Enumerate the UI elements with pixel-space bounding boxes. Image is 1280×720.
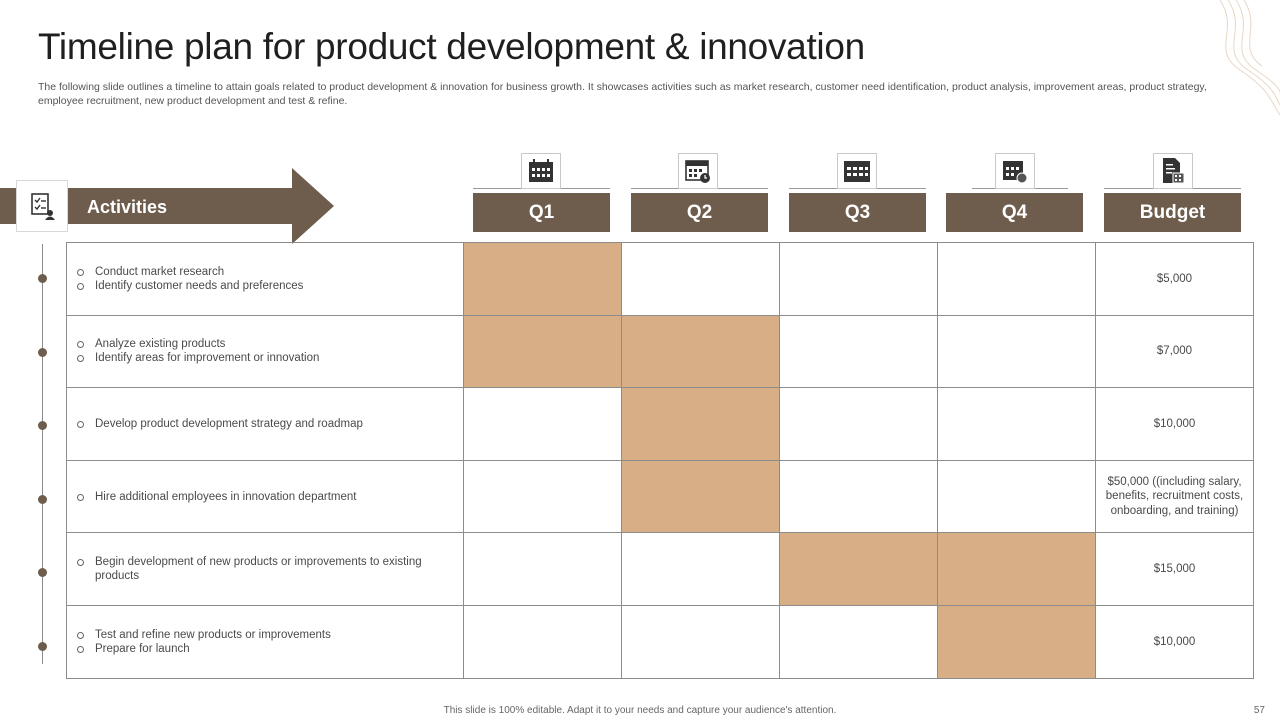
budget-document-icon: [1153, 153, 1193, 189]
page-title: Timeline plan for product development & …: [38, 26, 865, 67]
header-q3: Q3: [789, 193, 926, 232]
timeline-line: [42, 244, 43, 664]
timeline-dot: [38, 347, 47, 357]
quarter-cell-q4: [937, 242, 1096, 316]
calendar-icon: [837, 153, 877, 189]
table-row: Hire additional employees in innovation …: [66, 459, 1254, 534]
table-row: Analyze existing products Identify areas …: [66, 314, 1254, 389]
page-number: 57: [1253, 705, 1265, 716]
activity-item: Identify customer needs and preferences: [77, 279, 463, 293]
quarter-cell-q3: [779, 459, 938, 534]
timeline-dot: [38, 421, 47, 431]
activity-list: Conduct market research Identify customer…: [77, 265, 463, 293]
activity-item: Hire additional employees in innovation …: [77, 490, 463, 504]
calendar-alert-icon: [995, 153, 1035, 189]
calendar-icon: [521, 153, 561, 189]
budget-cell: $15,000: [1095, 532, 1254, 606]
activity-cell: Develop product development strategy and…: [66, 387, 464, 461]
table-row: Begin development of new products or imp…: [66, 532, 1254, 606]
activities-checklist-icon: [16, 180, 68, 232]
timeline-dot: [38, 568, 47, 578]
quarter-cell-q1: [463, 387, 622, 461]
activity-item: Analyze existing products: [77, 337, 463, 351]
activity-list: Begin development of new products or imp…: [77, 555, 463, 583]
activities-arrow: [0, 168, 334, 244]
timeline-dot: [38, 494, 47, 504]
header-q2: Q2: [631, 193, 768, 232]
quarter-cell-q4: [937, 459, 1096, 534]
activity-cell: Conduct market research Identify customer…: [66, 242, 464, 316]
quarter-cell-q1: [463, 532, 622, 606]
quarter-cell-q4: [937, 532, 1096, 606]
activities-label: Activities: [87, 197, 168, 217]
quarter-cell-q4: [937, 604, 1096, 679]
header-budget: Budget: [1104, 193, 1241, 232]
timeline-dot: [38, 274, 47, 283]
quarter-cell-q3: [779, 387, 938, 461]
footer-note: This slide is 100% editable. Adapt it to…: [443, 705, 837, 716]
quarter-cell-q2: [621, 314, 780, 389]
activity-cell: Test and refine new products or improvem…: [66, 604, 464, 679]
quarter-cell-q2: [621, 387, 780, 461]
quarter-cell-q3: [779, 604, 938, 679]
header-q1: Q1: [473, 193, 610, 232]
activity-item: Identify areas for improvement or innova…: [77, 351, 463, 365]
activity-item: Develop product development strategy and…: [77, 417, 463, 431]
calendar-clock-icon: [678, 153, 718, 189]
activity-cell: Analyze existing products Identify areas …: [66, 314, 464, 389]
quarter-cell-q1: [463, 242, 622, 316]
quarter-cell-q1: [463, 314, 622, 389]
activity-item: Prepare for launch: [77, 642, 463, 656]
quarter-cell-q3: [779, 532, 938, 606]
timeline-dot: [38, 642, 47, 651]
quarter-cell-q4: [937, 387, 1096, 461]
quarter-cell-q2: [621, 459, 780, 534]
table-row: Test and refine new products or improvem…: [66, 604, 1254, 679]
activity-item: Begin development of new products or imp…: [77, 555, 463, 583]
quarter-cell-q1: [463, 604, 622, 679]
table-row: Conduct market research Identify customer…: [66, 242, 1254, 316]
decorative-swirl: [1219, 0, 1280, 116]
quarter-cell-q4: [937, 314, 1096, 389]
activity-item: Test and refine new products or improvem…: [77, 628, 463, 642]
quarter-cell-q2: [621, 532, 780, 606]
budget-cell: $5,000: [1095, 242, 1254, 316]
activity-cell: Begin development of new products or imp…: [66, 532, 464, 606]
table-row: Develop product development strategy and…: [66, 387, 1254, 461]
quarter-cell-q2: [621, 604, 780, 679]
quarter-cell-q3: [779, 314, 938, 389]
timeline-table: Conduct market research Identify customer…: [66, 242, 1254, 679]
quarter-cell-q3: [779, 242, 938, 316]
activity-list: Test and refine new products or improvem…: [77, 628, 463, 656]
budget-cell: $10,000: [1095, 387, 1254, 461]
header-q4: Q4: [946, 193, 1083, 232]
activity-list: Develop product development strategy and…: [77, 417, 463, 431]
quarter-cell-q1: [463, 459, 622, 534]
budget-cell: $50,000 ((including salary, benefits, re…: [1095, 459, 1254, 534]
page-subtitle: The following slide outlines a timeline …: [38, 81, 1207, 107]
activity-cell: Hire additional employees in innovation …: [66, 459, 464, 534]
activity-item: Conduct market research: [77, 265, 463, 279]
budget-cell: $7,000: [1095, 314, 1254, 389]
activity-list: Analyze existing products Identify areas …: [77, 337, 463, 365]
activity-list: Hire additional employees in innovation …: [77, 490, 463, 504]
budget-cell: $10,000: [1095, 604, 1254, 679]
quarter-cell-q2: [621, 242, 780, 316]
